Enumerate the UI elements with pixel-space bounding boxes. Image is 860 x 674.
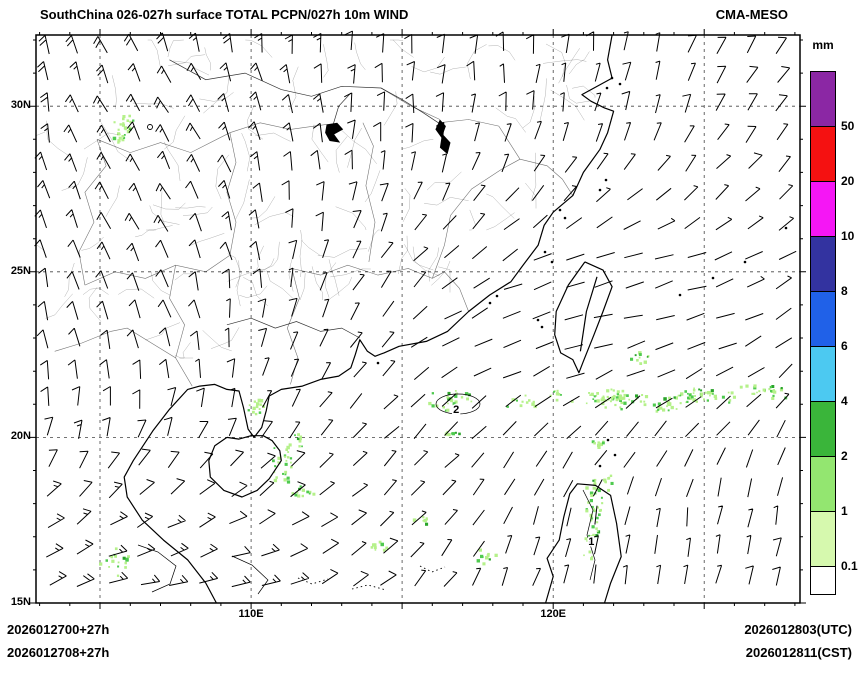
wind-barbs: [34, 30, 797, 588]
colorbar-segment: [810, 181, 836, 237]
lat-tick-label: 20N: [10, 430, 31, 443]
lat-tick-label: 15N: [10, 596, 31, 608]
colorbar-tick-label: 1: [841, 504, 848, 518]
colorbar-segment: [810, 511, 836, 567]
colorbar-tick-label: 20: [841, 174, 855, 188]
plot-title: SouthChina 026-027h surface TOTAL PCPN/0…: [40, 7, 409, 22]
contour-label: 2: [453, 404, 459, 416]
colorbar-segment: [810, 126, 836, 182]
colorbar-segment: [810, 401, 836, 457]
colorbar-segment: [810, 291, 836, 347]
colorbar-unit-label: mm: [812, 38, 834, 52]
valid-time-utc: 2026012803(UTC): [744, 622, 852, 637]
colorbar-segment: [810, 71, 836, 127]
lat-tick-label: 30N: [10, 99, 31, 112]
small-islands: [376, 76, 788, 468]
contour-label: 1: [588, 536, 594, 548]
colorbar-tick-label: 8: [841, 284, 848, 298]
colorbar-tick-label: 0.1: [841, 559, 858, 573]
colorbar-segment: [810, 566, 836, 595]
contour-labels: 21: [452, 402, 596, 549]
province-boundaries: [54, 87, 574, 387]
rivers: [169, 59, 439, 339]
valid-time-cst: 2026012811(CST): [745, 645, 852, 660]
colorbar-tick-label: 10: [841, 229, 855, 243]
colorbar-segment: [810, 236, 836, 292]
colorbar-tick-label: 4: [841, 394, 848, 408]
precip-contours: [137, 124, 596, 595]
coastlines: [123, 34, 622, 604]
colorbar: [810, 71, 836, 595]
colorbar-segment: [810, 456, 836, 512]
model-name: CMA-MESO: [715, 7, 788, 22]
colorbar-tick-label: 2: [841, 449, 848, 463]
colorbar-tick-label: 6: [841, 339, 848, 353]
init-time-utc: 2026012700+27h: [7, 622, 110, 637]
colorbar-segment: [810, 346, 836, 402]
lon-tick-label: 110E: [238, 608, 264, 620]
colorbar-tick-label: 50: [841, 119, 855, 133]
lakes: [325, 119, 451, 155]
init-time-cst: 2026012708+27h: [7, 645, 110, 660]
county-boundaries: [35, 39, 596, 359]
lon-tick-label: 120E: [540, 608, 567, 620]
lat-tick-label: 25N: [10, 264, 31, 277]
plot-frame: [30, 29, 806, 609]
